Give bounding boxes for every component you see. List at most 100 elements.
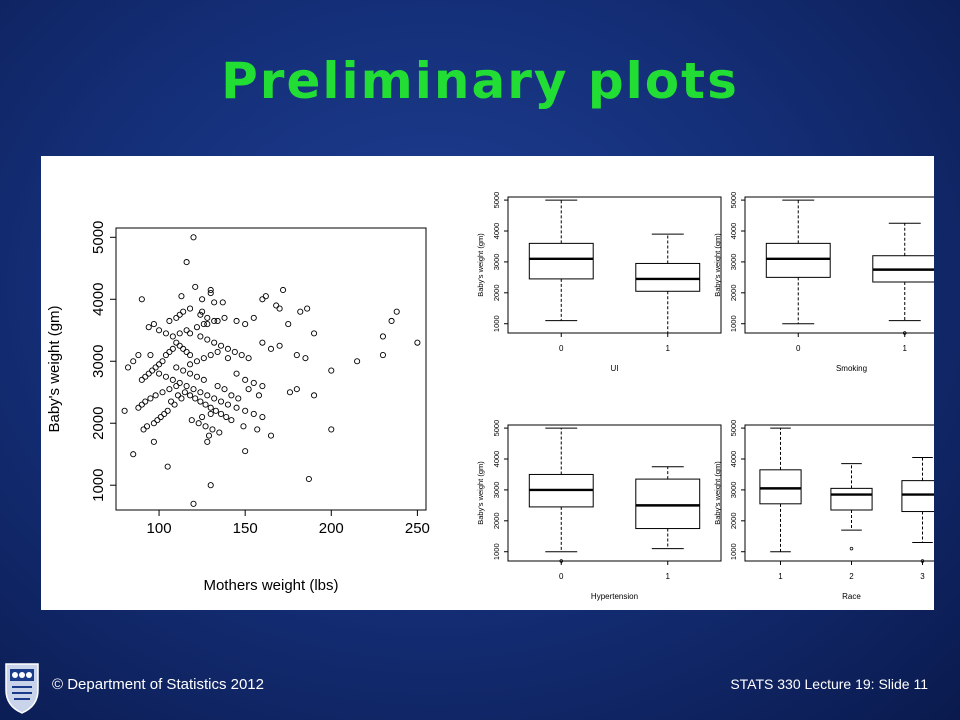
y-axis-label: Baby's weight (gm) bbox=[476, 233, 485, 297]
scatter-point bbox=[125, 364, 132, 371]
scatter-point bbox=[180, 345, 187, 352]
x-axis-label: Mothers weight (lbs) bbox=[203, 577, 338, 594]
y-tick-label: 1000 bbox=[492, 315, 501, 332]
scatter-point bbox=[219, 299, 226, 306]
scatter-point bbox=[195, 420, 202, 427]
scatter-point bbox=[145, 324, 152, 331]
scatter-point bbox=[223, 413, 230, 421]
scatter-point bbox=[176, 330, 183, 337]
scatter-point bbox=[197, 311, 204, 318]
scatter-point bbox=[221, 314, 228, 321]
scatter-point bbox=[242, 376, 249, 383]
scatter-point bbox=[216, 429, 223, 436]
y-tick-label: 5000 bbox=[90, 221, 107, 254]
scatter-point bbox=[156, 327, 163, 334]
scatter-point bbox=[379, 333, 386, 340]
scatter-point bbox=[211, 395, 218, 402]
box-outlier bbox=[920, 559, 925, 563]
x-tick-label: 1 bbox=[778, 572, 783, 581]
scatter-point bbox=[293, 352, 300, 359]
y-tick-label: 4000 bbox=[492, 451, 501, 468]
scatter-point bbox=[224, 401, 231, 408]
scatter-point bbox=[242, 321, 249, 328]
scatter-point bbox=[187, 330, 194, 337]
scatter-point bbox=[159, 389, 166, 396]
scatter-point bbox=[202, 401, 209, 408]
scatter-point bbox=[187, 352, 194, 359]
scatter-plot-frame bbox=[115, 227, 427, 511]
scatter-point bbox=[166, 348, 173, 356]
x-tick-label: 0 bbox=[559, 344, 564, 353]
scatter-point bbox=[242, 448, 249, 455]
scatter-point bbox=[150, 321, 157, 328]
scatter-point bbox=[143, 423, 151, 430]
boxplot-frame bbox=[507, 424, 722, 562]
scatter-point bbox=[145, 370, 152, 377]
scatter-point bbox=[255, 392, 262, 399]
scatter-point bbox=[197, 389, 204, 396]
scatter-point bbox=[159, 358, 166, 365]
scatter-point bbox=[259, 296, 266, 303]
scatter-point bbox=[259, 339, 266, 346]
scatter-point bbox=[233, 317, 240, 325]
scatter-point bbox=[173, 339, 180, 346]
scatter-point bbox=[285, 321, 292, 328]
scatter-point bbox=[138, 401, 145, 408]
y-tick-label: 4000 bbox=[492, 223, 501, 240]
scatter-point bbox=[130, 451, 137, 458]
scatter-point bbox=[193, 324, 200, 331]
scatter-point bbox=[204, 336, 211, 343]
scatter-point bbox=[178, 395, 185, 402]
scatter-point bbox=[276, 342, 283, 349]
scatter-point bbox=[280, 286, 287, 294]
scatter-point bbox=[164, 463, 171, 470]
scatter-point bbox=[250, 314, 257, 321]
scatter-point bbox=[192, 395, 199, 402]
scatter-point bbox=[414, 339, 421, 346]
x-tick-label: 150 bbox=[233, 520, 258, 537]
scatter-point bbox=[169, 345, 176, 352]
scatter-point bbox=[199, 413, 206, 421]
footer-copyright: © Department of Statistics 2012 bbox=[52, 676, 264, 693]
scatter-point bbox=[245, 355, 252, 362]
scatter-point bbox=[161, 410, 168, 417]
scatter-point bbox=[254, 426, 261, 433]
scatter-point bbox=[267, 432, 275, 439]
scatter-point bbox=[178, 293, 185, 300]
scatter-point bbox=[190, 500, 197, 507]
scatter-point bbox=[140, 426, 147, 433]
scatter-point bbox=[209, 426, 216, 433]
box-iqr bbox=[901, 480, 934, 513]
box-iqr bbox=[635, 262, 701, 292]
scatter-point bbox=[328, 426, 335, 433]
box-outlier bbox=[559, 559, 563, 563]
x-tick-label: 1 bbox=[903, 344, 908, 353]
scatter-point bbox=[176, 342, 183, 349]
scatter-point bbox=[168, 398, 175, 405]
scatter-point bbox=[169, 333, 176, 340]
scatter-point bbox=[388, 317, 395, 325]
scatter-point bbox=[242, 407, 249, 414]
scatter-point bbox=[311, 330, 318, 337]
y-tick-label: 5000 bbox=[492, 420, 501, 437]
scatter-point bbox=[304, 305, 311, 312]
scatter-point bbox=[311, 392, 318, 399]
scatter-point bbox=[183, 327, 190, 334]
scatter-point bbox=[235, 395, 242, 402]
x-tick-label: 100 bbox=[147, 520, 172, 537]
university-crest-icon bbox=[5, 663, 39, 714]
box-iqr bbox=[830, 487, 873, 511]
x-axis-label: Smoking bbox=[836, 364, 867, 373]
scatter-point bbox=[228, 392, 235, 399]
scatter-point bbox=[231, 348, 238, 356]
scatter-point bbox=[228, 417, 235, 424]
y-tick-label: 5000 bbox=[729, 192, 738, 209]
scatter-point bbox=[142, 398, 149, 405]
scatter-point bbox=[354, 358, 361, 365]
scatter-point bbox=[199, 308, 206, 315]
scatter-point bbox=[190, 386, 197, 393]
scatter-point bbox=[149, 367, 156, 374]
boxplot-frame bbox=[507, 196, 722, 334]
scatter-point bbox=[250, 410, 257, 417]
scatter-point bbox=[212, 407, 219, 414]
